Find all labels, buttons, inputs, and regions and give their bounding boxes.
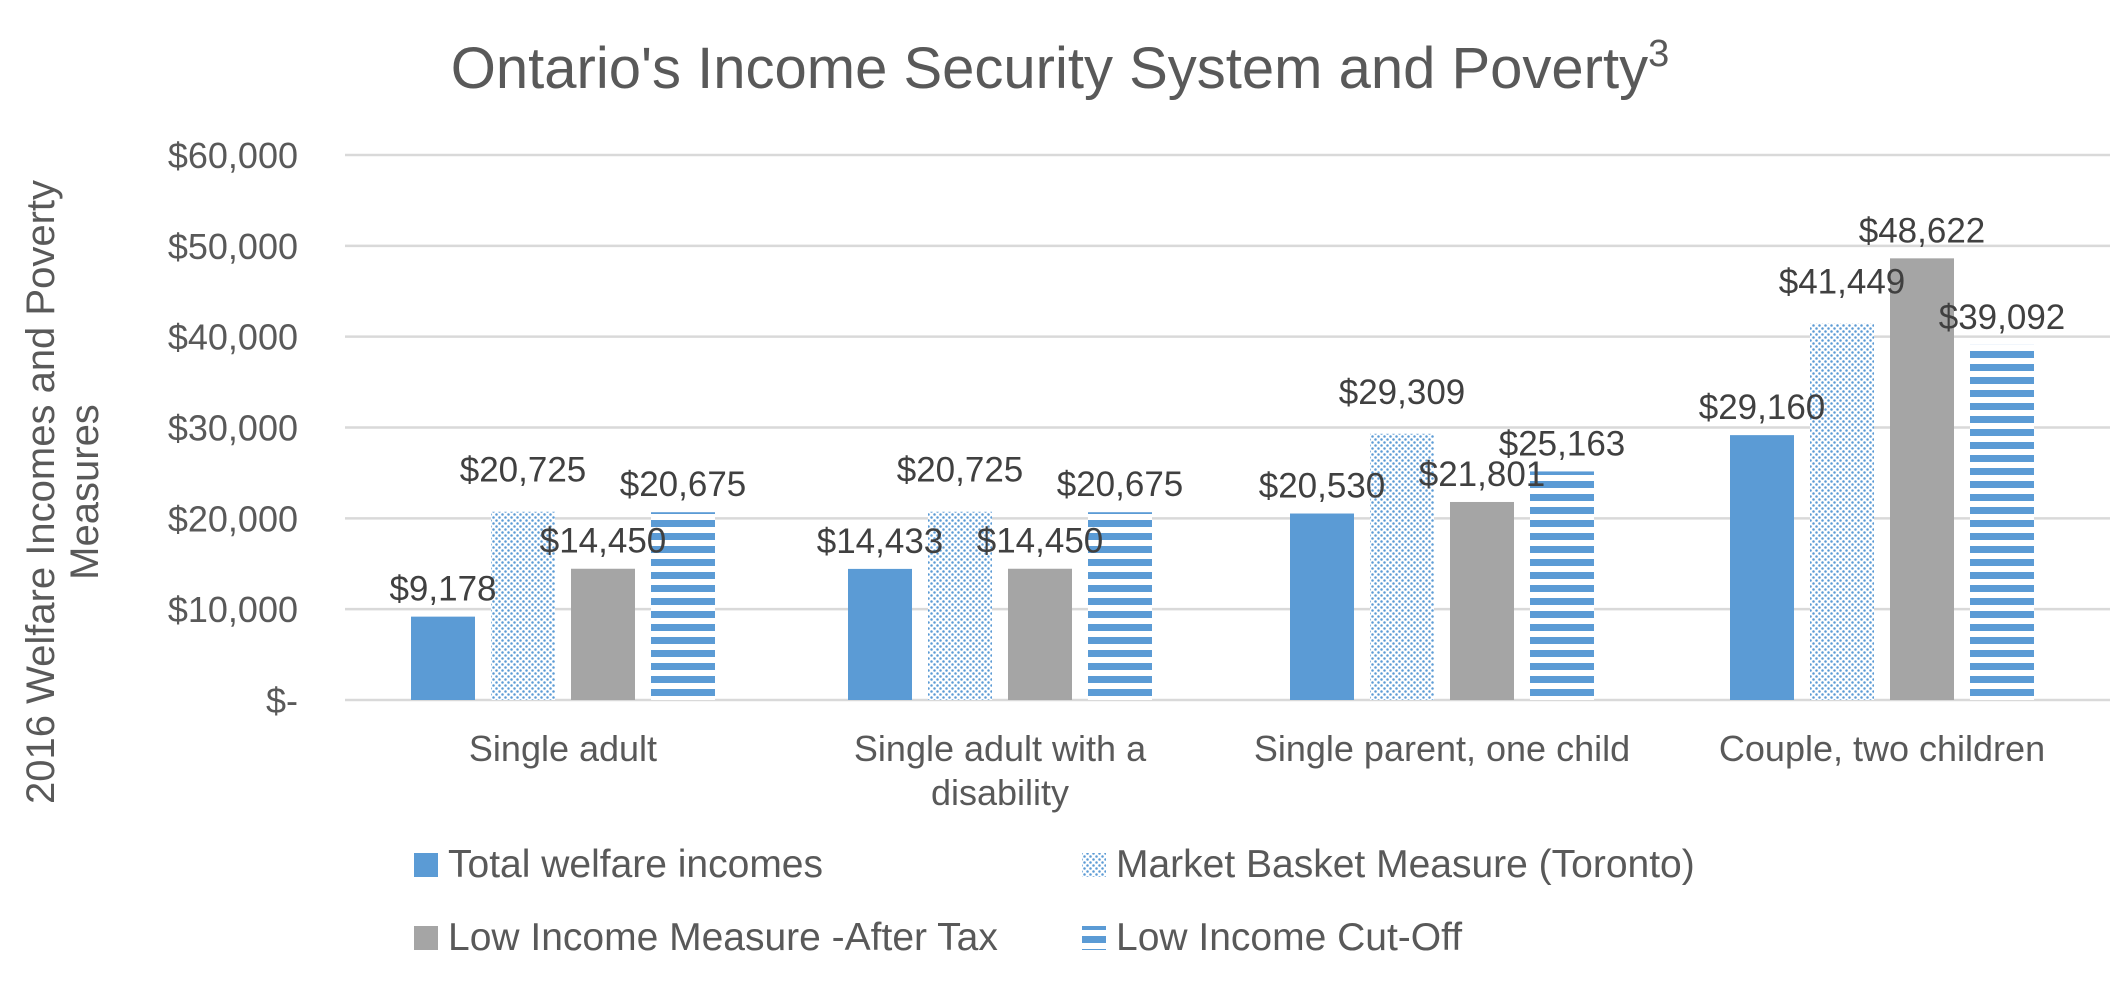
y-axis-tick-labels: $- $10,000 $20,000 $30,000 $40,000 $50,000 $60… bbox=[168, 135, 298, 721]
legend-item: Market Basket Measure (Toronto) bbox=[1082, 843, 1695, 886]
y-tick-label: $60,000 bbox=[168, 135, 298, 176]
gridlines bbox=[345, 153, 2110, 702]
data-label: $20,675 bbox=[1057, 465, 1184, 504]
bar bbox=[1530, 471, 1594, 700]
legend-label: Low Income Cut-Off bbox=[1116, 916, 1462, 959]
data-label: $20,530 bbox=[1259, 467, 1386, 506]
legend-swatch bbox=[414, 853, 438, 877]
y-tick-label: $40,000 bbox=[168, 317, 298, 358]
category-label: Single adult with a bbox=[854, 728, 1147, 769]
bar bbox=[1450, 501, 1514, 700]
y-axis-title: 2016 Welfare Incomes and Poverty Measure… bbox=[19, 180, 107, 804]
bar bbox=[1890, 258, 1954, 700]
legend-label: Market Basket Measure (Toronto) bbox=[1116, 843, 1695, 886]
x-axis-category-labels: Single adult Single adult with adisabilit… bbox=[469, 728, 2045, 813]
data-label: $20,675 bbox=[620, 465, 747, 504]
category-label: Single adult bbox=[469, 728, 657, 769]
data-label: $14,433 bbox=[817, 522, 944, 561]
data-label: $9,178 bbox=[389, 570, 496, 609]
data-label: $41,449 bbox=[1779, 263, 1906, 302]
y-tick-label: $- bbox=[266, 680, 298, 721]
category-label: Single parent, one child bbox=[1254, 728, 1630, 769]
y-axis-title-line-2: Measures bbox=[63, 404, 107, 580]
category-label: Couple, two children bbox=[1719, 728, 2045, 769]
bar bbox=[1370, 433, 1434, 700]
data-label: $29,160 bbox=[1699, 388, 1826, 427]
bar bbox=[1088, 512, 1152, 700]
legend-label: Low Income Measure -After Tax bbox=[448, 916, 998, 959]
data-label: $39,092 bbox=[1939, 298, 2066, 337]
legend-label: Total welfare incomes bbox=[448, 843, 823, 886]
legend: Total welfare incomes Market Basket Measu… bbox=[414, 843, 1695, 959]
category-label: disability bbox=[931, 772, 1069, 813]
legend-swatch bbox=[414, 926, 438, 950]
y-tick-label: $20,000 bbox=[168, 498, 298, 539]
data-label: $14,450 bbox=[977, 522, 1104, 561]
legend-item: Low Income Measure -After Tax bbox=[414, 916, 998, 959]
data-labels: $9,178 $14,433 $20,530 $29,160 $20,725 $20,72… bbox=[389, 211, 2065, 608]
legend-swatch bbox=[1082, 853, 1106, 877]
chart-title-main: Ontario's Income Security System and Pov… bbox=[451, 36, 1648, 101]
bar bbox=[491, 511, 555, 700]
bar bbox=[1290, 513, 1354, 700]
legend-item: Low Income Cut-Off bbox=[1082, 916, 1462, 959]
bar bbox=[848, 568, 912, 700]
y-axis-title-line-1: 2016 Welfare Incomes and Poverty bbox=[19, 180, 63, 804]
data-label: $14,450 bbox=[540, 522, 667, 561]
data-label: $20,725 bbox=[460, 451, 587, 490]
bars bbox=[411, 258, 2034, 700]
bar bbox=[1730, 435, 1794, 700]
data-label: $20,725 bbox=[897, 451, 1024, 490]
bar bbox=[651, 512, 715, 700]
data-label: $48,622 bbox=[1859, 211, 1986, 250]
bar bbox=[1008, 568, 1072, 700]
chart-title-superscript: 3 bbox=[1648, 33, 1669, 75]
bar bbox=[571, 568, 635, 700]
data-label: $25,163 bbox=[1499, 424, 1626, 463]
data-label: $21,801 bbox=[1419, 455, 1546, 494]
y-tick-label: $30,000 bbox=[168, 408, 298, 449]
legend-swatch bbox=[1082, 926, 1106, 950]
bar bbox=[928, 511, 992, 700]
bar bbox=[1810, 323, 1874, 700]
bar bbox=[1970, 344, 2034, 700]
chart-title: Ontario's Income Security System and Pov… bbox=[451, 33, 1669, 101]
y-tick-label: $50,000 bbox=[168, 226, 298, 267]
data-label: $29,309 bbox=[1339, 373, 1466, 412]
y-tick-label: $10,000 bbox=[168, 589, 298, 630]
legend-item: Total welfare incomes bbox=[414, 843, 823, 886]
bar bbox=[411, 616, 475, 700]
